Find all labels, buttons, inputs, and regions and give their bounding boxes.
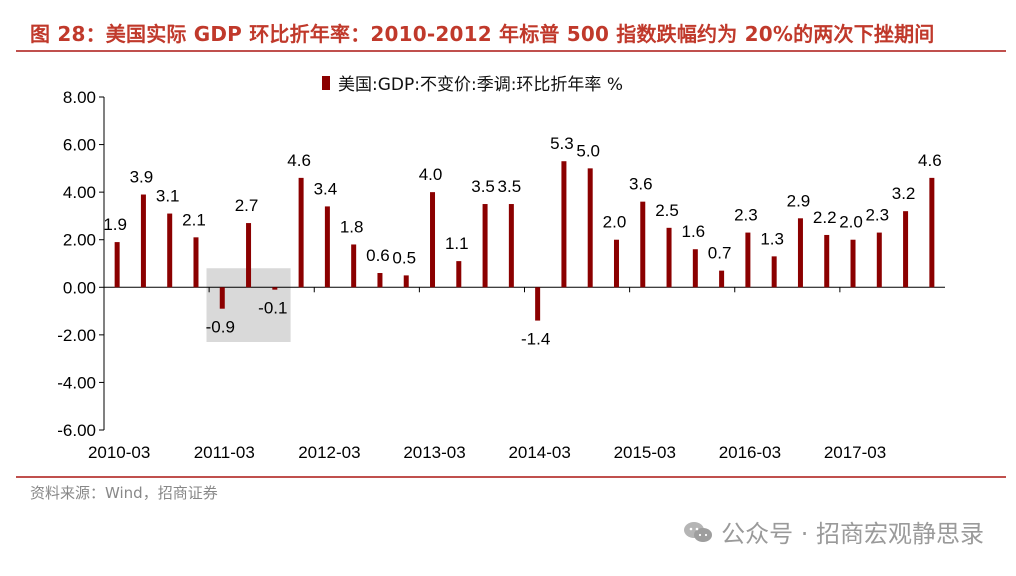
y-tick-label: 8.00: [63, 88, 96, 107]
bar-value-label: 4.6: [287, 151, 311, 170]
bar: [114, 242, 120, 288]
bar-value-label: -1.4: [521, 330, 550, 349]
source-note: 资料来源：Wind，招商证券: [30, 484, 218, 502]
x-tick-label: 2013-03: [403, 443, 465, 462]
bar: [666, 227, 672, 288]
bar-value-label: 0.6: [366, 246, 390, 265]
bar-value-label: 2.0: [603, 213, 627, 232]
bar: [719, 270, 725, 288]
bar-value-label: 2.9: [787, 191, 811, 210]
watermark: 公众号 · 招商宏观静思录: [683, 514, 984, 549]
bar: [561, 161, 567, 288]
bar: [640, 201, 646, 288]
y-tick-label: 2.00: [63, 231, 96, 250]
x-tick-label: 2010-03: [88, 443, 150, 462]
watermark-text: 公众号 · 招商宏观静思录: [721, 520, 984, 548]
bar-value-label: 3.2: [892, 184, 916, 203]
bar: [430, 192, 436, 288]
bar: [692, 249, 698, 288]
x-tick-label: 2016-03: [719, 443, 781, 462]
bar-value-label: 2.0: [839, 213, 863, 232]
x-tick-label: 2014-03: [508, 443, 570, 462]
bar-value-label: 3.1: [156, 187, 180, 206]
wechat-icon: [684, 521, 713, 542]
y-tick-label: -6.00: [57, 421, 96, 440]
bar-value-label: 0.5: [392, 248, 416, 267]
bar-value-label: 2.3: [865, 206, 889, 225]
bar: [613, 239, 619, 288]
x-tick-label: 2011-03: [194, 443, 255, 462]
figure-title: 图 28：美国实际 GDP 环比折年率：2010-2012 年标普 500 指数…: [30, 22, 935, 46]
gdp-bar-chart: 8.00 6.00 4.00 2.00 0.00 -2.00 -4.00 -6.00 2010-…: [57, 88, 945, 462]
bar: [929, 177, 935, 288]
footer-divider: [16, 476, 1006, 478]
bar: [587, 168, 593, 288]
bar-value-label: 1.1: [445, 234, 469, 253]
bar: [272, 287, 278, 290]
bar: [482, 204, 488, 288]
bar: [824, 234, 830, 288]
bar-value-label: 1.9: [103, 215, 127, 234]
bar-value-label: 2.1: [182, 210, 206, 229]
chart-legend: 美国:GDP:不变价:季调:环比折年率 %: [322, 70, 623, 95]
x-tick-label: 2012-03: [298, 443, 360, 462]
bar: [771, 256, 777, 288]
bar-value-label: 1.6: [682, 222, 706, 241]
bar: [193, 237, 199, 288]
bar-value-label: 5.3: [550, 134, 574, 153]
bar: [876, 232, 882, 288]
bar: [351, 244, 357, 288]
bar: [797, 218, 803, 288]
bar: [324, 206, 330, 288]
bar: [140, 194, 146, 288]
y-tick-label: 6.00: [63, 136, 96, 155]
bar-value-label: 4.6: [918, 151, 942, 170]
y-tick-label: -4.00: [57, 373, 96, 392]
y-tick-label: 0.00: [63, 278, 96, 297]
bar-value-label: 2.7: [235, 196, 259, 215]
bar: [850, 239, 856, 288]
bar-value-label: 1.3: [760, 229, 784, 248]
bar-value-label: 2.3: [734, 206, 758, 225]
bar: [403, 275, 409, 288]
bar: [456, 261, 462, 288]
bar-value-label: 3.9: [130, 168, 154, 187]
bar-value-label: -0.1: [258, 299, 287, 318]
bar-value-label: 2.5: [655, 201, 679, 220]
bar-value-label: 2.2: [813, 208, 837, 227]
bar-value-label: 3.6: [629, 175, 653, 194]
y-tick-label: 4.00: [63, 183, 96, 202]
bar: [377, 273, 383, 288]
bar-value-label: 3.4: [314, 179, 338, 198]
bar-value-label: 0.7: [708, 244, 732, 263]
bar-value-label: 3.5: [498, 177, 522, 196]
bar-value-label: 4.0: [419, 165, 443, 184]
bar: [298, 177, 304, 288]
legend-swatch: [322, 75, 330, 90]
bar: [745, 232, 751, 288]
bar-value-label: 5.0: [576, 141, 600, 160]
bar: [535, 287, 541, 321]
bar: [903, 211, 909, 288]
bar: [246, 223, 252, 288]
y-tick-label: -2.00: [57, 326, 96, 345]
legend-label: 美国:GDP:不变价:季调:环比折年率 %: [338, 75, 623, 95]
x-tick-label: 2017-03: [824, 443, 886, 462]
bar: [219, 287, 225, 309]
bar-value-label: 1.8: [340, 217, 364, 236]
x-tick-label: 2015-03: [614, 443, 676, 462]
bar: [167, 213, 173, 288]
title-divider: [16, 50, 1006, 52]
bar-value-label: 3.5: [471, 177, 495, 196]
bar-value-label: -0.9: [206, 318, 235, 337]
bar: [508, 204, 514, 288]
